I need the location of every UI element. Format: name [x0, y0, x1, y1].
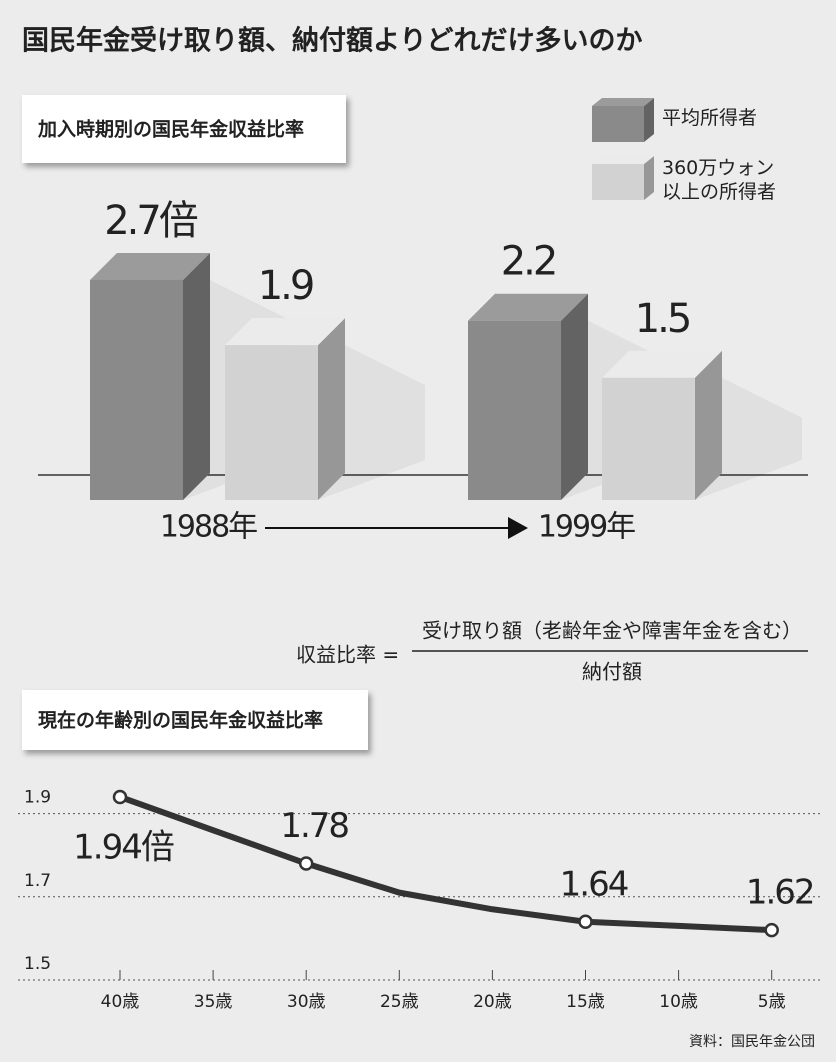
- point: [764, 922, 779, 938]
- x-tick-label: 5歳: [758, 992, 786, 1012]
- bar-side: [183, 252, 210, 500]
- bar: [225, 345, 318, 500]
- legend-swatch-side: [644, 98, 654, 142]
- legend-label: 平均所得者: [662, 107, 758, 129]
- y-tick-label: 1.9: [24, 788, 51, 808]
- formula-left: 収益比率 =: [296, 643, 399, 667]
- chart-title: 現在の年齢別の国民年金収益比率: [38, 709, 323, 732]
- x-tick-label: 15歳: [566, 992, 605, 1012]
- page-title: 国民年金受け取り額、納付額よりどれだけ多いのか: [22, 25, 642, 57]
- legend-swatch: [592, 106, 644, 142]
- point: [298, 856, 314, 871]
- bar-side: [318, 318, 345, 500]
- x-tick-label: 1988年: [160, 510, 257, 545]
- bar-side: [695, 350, 722, 500]
- x-tick-label: 25歳: [380, 992, 419, 1012]
- source: 資料：国民年金公団: [689, 1034, 815, 1050]
- x-tick-label: 30歳: [287, 992, 326, 1012]
- y-tick-label: 1.5: [24, 954, 51, 974]
- legend-swatch-top: [592, 156, 654, 164]
- x-tick-label: 10歳: [659, 992, 698, 1012]
- label-box: [22, 95, 346, 163]
- line: [118, 794, 772, 934]
- bar-top: [468, 293, 588, 321]
- bar-top: [225, 318, 345, 346]
- chart-title: 加入時期別の国民年金収益比率: [37, 118, 304, 141]
- value-label: 1.64: [560, 864, 628, 904]
- legend-swatch-top: [592, 98, 654, 106]
- value-label: 1.62: [746, 873, 814, 913]
- x-tick-label: 40歳: [101, 992, 140, 1012]
- value-label: 1.9: [258, 263, 313, 309]
- legend-swatch: [592, 164, 644, 200]
- value-label: 2.2: [501, 239, 556, 285]
- bar: [90, 279, 183, 500]
- value-label: 1.78: [280, 806, 348, 846]
- x-tick-label: 20歳: [473, 992, 512, 1012]
- bar-side: [561, 293, 588, 500]
- point: [578, 914, 593, 930]
- x-tick-label: 35歳: [194, 992, 233, 1012]
- value-label: 2.7倍: [104, 198, 198, 244]
- formula-denominator: 納付額: [582, 660, 642, 684]
- value-label: 1.94倍: [73, 827, 174, 867]
- bar: [602, 377, 695, 500]
- bar-top: [90, 252, 210, 280]
- arrow-head: [508, 517, 528, 539]
- value-label: 1.5: [635, 296, 690, 342]
- x-tick-label: 1999年: [538, 510, 635, 545]
- formula-numerator: 受け取り額（老齢年金や障害年金を含む）: [422, 619, 802, 643]
- point: [112, 789, 128, 805]
- bar: [468, 320, 561, 500]
- y-tick-label: 1.7: [24, 871, 51, 891]
- bar-top: [602, 350, 722, 378]
- label-box: [22, 690, 368, 750]
- legend-label: 360万ウォン 以上の所得者: [662, 157, 777, 203]
- legend-swatch-side: [644, 156, 654, 200]
